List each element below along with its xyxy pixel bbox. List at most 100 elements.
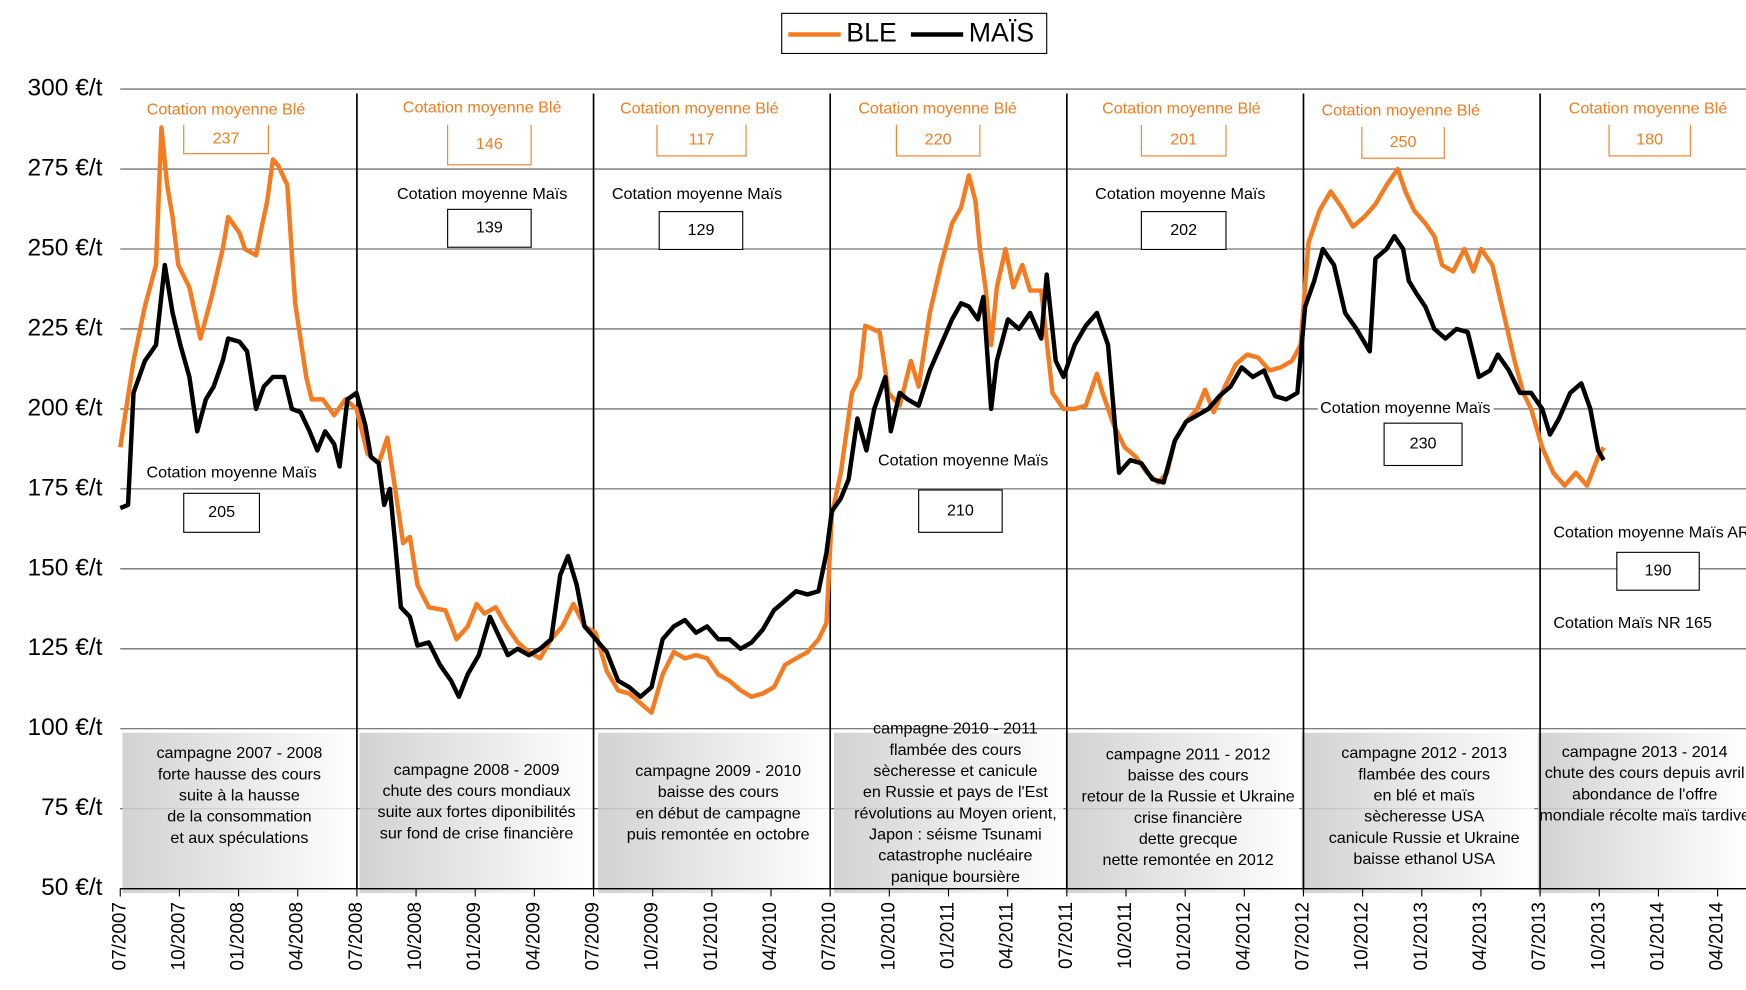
wheat-avg-value: 250 [1390, 133, 1417, 151]
y-tick-label: 250 €/t [28, 234, 103, 261]
campaign-text: sur fond de crise financière [380, 824, 574, 842]
campaign-text: campagne 2009 - 2010 [635, 762, 801, 780]
x-tick-label: 10/2013 [1588, 902, 1609, 970]
y-tick-label: 200 €/t [28, 394, 103, 421]
wheat-avg-box [183, 124, 269, 155]
campaign-text: campagne 2010 - 2011 [873, 720, 1038, 738]
campaign-text: flambée des cours [890, 741, 1022, 759]
maize-avg-label: Cotation moyenne Maïs [397, 185, 567, 203]
y-tick-label: 125 €/t [28, 634, 103, 661]
wheat-avg-box [656, 124, 747, 157]
campaign-text: Japon : séisme Tsunami [869, 825, 1042, 843]
campaign-box-cover [597, 734, 830, 889]
maize-avg-label: Cotation moyenne Maïs [612, 185, 782, 203]
series-line [118, 125, 1606, 715]
campaign-text: baisse ethanol USA [1353, 850, 1495, 868]
campaign-text: puis remontée en octobre [627, 825, 810, 843]
x-tick-label: 04/2010 [760, 902, 781, 970]
campaign-box-cover [122, 734, 357, 889]
campaign-text: en début de campagne [636, 804, 801, 822]
wheat-avg-value: 237 [213, 129, 240, 147]
campaign-text: campagne 2013 - 2014 [1562, 743, 1728, 761]
campaign-text: chute des cours mondiaux [382, 782, 570, 800]
campaign-text: suite aux fortes diponibilités [378, 803, 576, 821]
wheat-avg-bg [1609, 124, 1691, 156]
maize-avg-label: Cotation moyenne Maïs [1095, 185, 1265, 203]
x-tick-label: 01/2010 [701, 902, 722, 970]
wheat-avg-box [1140, 124, 1227, 157]
maize-avg-value: 205 [208, 503, 235, 521]
campaign-text: canicule Russie et Ukraine [1329, 829, 1520, 847]
campaign-text: campagne 2007 - 2008 [156, 744, 322, 762]
wheat-avg-bg [896, 124, 980, 156]
campaign-text: dette grecque [1139, 830, 1238, 848]
campaign-text: flambée des cours [1358, 765, 1490, 783]
y-tick-label: 300 €/t [28, 75, 103, 102]
campaign-text: de la consommation [167, 808, 311, 826]
x-tick-label: 04/2011 [997, 902, 1018, 969]
campaign-box-cover [1065, 734, 1300, 889]
campaign-text: baisse des cours [658, 783, 779, 801]
y-tick-label: 275 €/t [28, 155, 103, 182]
campaign-text: abondance de l'offre [1572, 785, 1717, 803]
campaign-text: campagne 2011 - 2012 [1106, 745, 1271, 763]
maize-avg-label: Cotation moyenne Maïs [146, 464, 316, 482]
wheat-avg-label: Cotation moyenne Blé [1321, 102, 1480, 120]
campaign-text: nette remontée en 2012 [1103, 851, 1274, 869]
maize-avg-value: 129 [688, 221, 715, 239]
campaign-text: en blé et maïs [1374, 786, 1475, 804]
x-tick-label: 07/2013 [1529, 902, 1550, 970]
maize-avg-label: Cotation moyenne Maïs [1320, 399, 1490, 417]
campaign-text: campagne 2008 - 2009 [394, 761, 560, 779]
wheat-avg-box [895, 124, 981, 157]
maize-avg-value: 230 [1410, 435, 1437, 453]
y-tick-label: 150 €/t [28, 554, 103, 581]
wheat-avg-label: Cotation moyenne Blé [403, 98, 562, 116]
maize-avg-box [918, 489, 1003, 533]
y-tick-label: 175 €/t [28, 474, 103, 501]
wheat-avg-label: Cotation moyenne Blé [620, 99, 779, 117]
series-line [119, 233, 1606, 700]
x-tick-label: 04/2009 [523, 902, 544, 970]
x-tick-label: 01/2013 [1411, 902, 1432, 970]
x-tick-label: 07/2007 [109, 902, 130, 970]
campaign-text: et aux spéculations [170, 829, 308, 847]
x-tick-label: 01/2014 [1647, 902, 1668, 970]
campaign-text: révolutions au Moyen orient, [854, 804, 1057, 822]
campaign-text: sècheresse et canicule [873, 762, 1037, 780]
wheat-avg-bg [656, 124, 747, 156]
x-tick-label: 01/2008 [228, 902, 249, 970]
maize-avg-box [1140, 211, 1227, 251]
campaign-box-cover [1301, 734, 1535, 889]
wheat-avg-bg [1361, 126, 1445, 159]
maize-avg-value: 210 [947, 501, 974, 519]
x-tick-label: 10/2007 [168, 902, 189, 970]
wheat-avg-value: 180 [1636, 131, 1663, 149]
maize-avg-value: 190 [1645, 562, 1672, 580]
campaign-text: chute des cours depuis avril [1545, 764, 1745, 782]
campaign-text: campagne 2012 - 2013 [1341, 744, 1507, 762]
x-tick-label: 04/2014 [1707, 902, 1728, 970]
y-tick-label: 100 €/t [28, 714, 103, 741]
x-tick-label: 04/2012 [1233, 902, 1254, 970]
x-tick-label: 07/2010 [819, 902, 840, 970]
wheat-avg-bg [1141, 124, 1226, 156]
campaign-text: catastrophe nucléaire [878, 847, 1032, 865]
maize-avg-label: Cotation moyenne Maïs [878, 451, 1048, 469]
wheat-avg-value: 220 [925, 131, 952, 149]
maize-avg-value: 139 [476, 219, 503, 237]
campaign-text: en Russie et pays de l'Est [863, 783, 1049, 801]
maize-avg-box [447, 208, 532, 248]
wheat-avg-label: Cotation moyenne Blé [858, 99, 1017, 117]
x-tick-label: 10/2009 [642, 902, 663, 970]
x-tick-label: 01/2012 [1174, 902, 1195, 970]
y-tick-label: 75 €/t [41, 794, 102, 821]
wheat-avg-label: Cotation moyenne Blé [1569, 99, 1728, 117]
y-tick-label: 225 €/t [28, 314, 103, 341]
campaign-text: forte hausse des cours [158, 765, 321, 783]
campaign-box-cover [359, 734, 594, 889]
x-tick-label: 10/2011 [1115, 902, 1136, 969]
x-tick-label: 10/2012 [1352, 902, 1373, 970]
x-tick-label: 07/2008 [346, 902, 367, 970]
